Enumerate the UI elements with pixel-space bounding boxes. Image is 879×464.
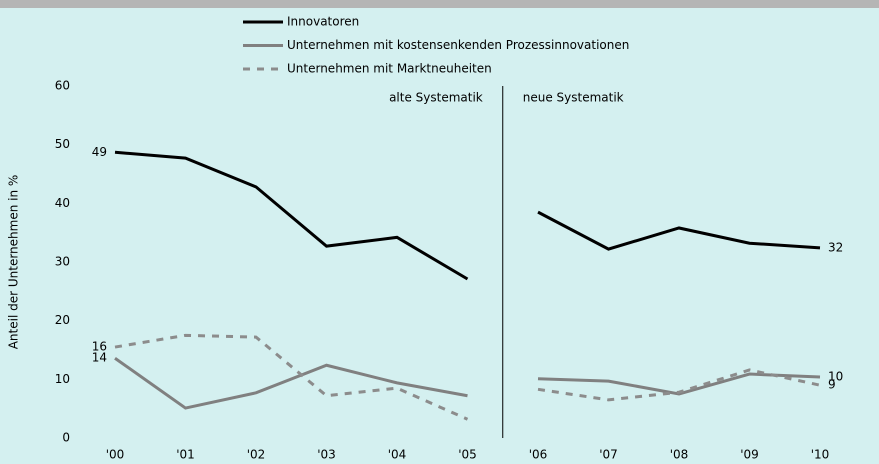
x-tick-label: '01 [176,448,195,462]
annotation: neue Systematik [523,91,624,105]
x-tick-label: '00 [106,448,125,462]
y-tick-label: 20 [55,313,70,327]
series-line [114,150,469,281]
data-label: 49 [92,145,107,159]
x-tick-label: '10 [811,448,830,462]
data-label: 32 [828,240,843,254]
y-axis-label: Anteil der Unternehmen in % [7,175,21,350]
y-tick-label: 0 [62,431,70,445]
y-tick-label: 30 [55,255,70,269]
y-tick-label: 10 [55,372,70,386]
series-line [114,356,468,410]
x-tick-label: '09 [740,448,759,462]
legend-label: Unternehmen mit kostensenkenden Prozessi… [287,38,629,52]
data-label: 14 [92,351,107,365]
x-tick-label: '05 [458,448,477,462]
top-bar [0,0,879,8]
series-line [537,210,821,251]
series-line [537,368,821,402]
data-label: 10 [828,369,843,383]
x-tick-label: '03 [317,448,336,462]
data-label: 16 [92,340,107,354]
x-tick-label: '07 [599,448,618,462]
x-tick-label: '06 [529,448,548,462]
x-tick-label: '04 [388,448,407,462]
y-tick-label: 60 [55,79,70,93]
legend-label: Innovatoren [287,15,359,29]
annotation: alte Systematik [389,91,483,105]
y-tick-label: 40 [55,196,70,210]
series-line [114,333,469,421]
x-tick-label: '02 [247,448,266,462]
y-tick-label: 50 [55,137,70,151]
x-tick-label: '08 [670,448,689,462]
legend-label: Unternehmen mit Marktneuheiten [287,62,492,76]
data-label: 9 [828,378,836,392]
